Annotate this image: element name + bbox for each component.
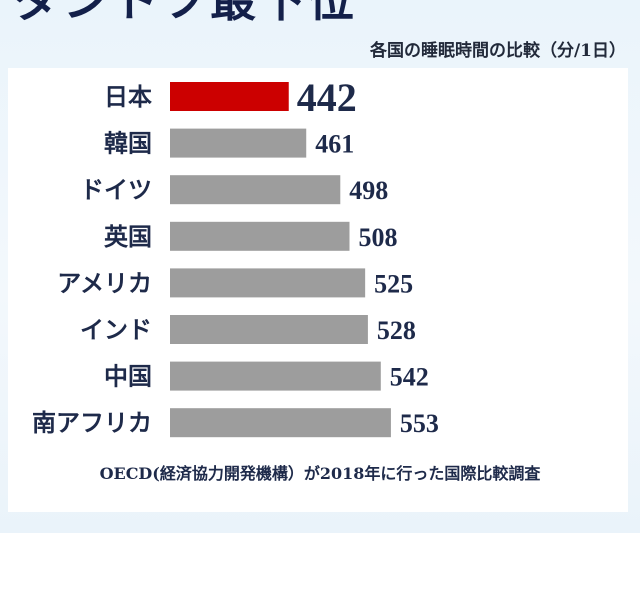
bar-0 xyxy=(170,82,289,111)
value-label-4: 525 xyxy=(374,269,413,298)
value-label-6: 542 xyxy=(390,363,429,392)
headline: ダントツ最下位 xyxy=(14,0,634,26)
chart-subtitle: 各国の睡眠時間の比較（分/1日） xyxy=(369,41,626,61)
category-label-2: ドイツ xyxy=(80,175,152,204)
bar-4 xyxy=(170,268,366,298)
source-footnote: OECD(経済協力開発機構）が2018年に行った国際比較調査 xyxy=(99,464,541,483)
value-label-7: 553 xyxy=(400,409,439,438)
category-label-5: インド xyxy=(80,315,152,344)
value-label-0: 442 xyxy=(297,75,357,120)
bar-7 xyxy=(170,408,391,438)
value-label-3: 508 xyxy=(358,223,397,252)
category-label-1: 韓国 xyxy=(104,129,152,158)
bar-1 xyxy=(170,128,307,158)
value-label-5: 528 xyxy=(377,316,416,345)
category-label-4: アメリカ xyxy=(57,268,152,297)
bar-5 xyxy=(170,315,368,344)
category-label-6: 中国 xyxy=(104,362,152,391)
value-label-2: 498 xyxy=(349,176,388,205)
bar-6 xyxy=(170,361,381,391)
value-label-1: 461 xyxy=(315,130,354,159)
category-label-7: 南アフリカ xyxy=(32,408,152,437)
category-label-3: 英国 xyxy=(104,222,152,251)
bar-2 xyxy=(170,175,341,205)
category-label-0: 日本 xyxy=(104,82,152,111)
bar-3 xyxy=(170,221,350,251)
